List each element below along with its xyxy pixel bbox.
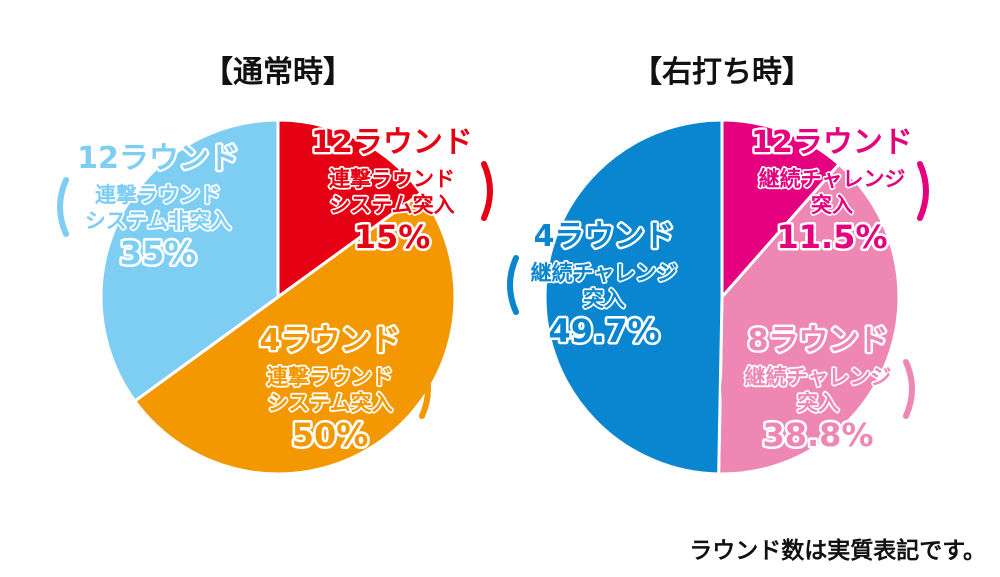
bracket-right bbox=[247, 177, 259, 237]
slice-value-label: 35% bbox=[120, 234, 197, 272]
pie-slice bbox=[99, 118, 280, 404]
slice-label-sub: 連撃ラウンド bbox=[95, 183, 221, 207]
bracket-left bbox=[291, 161, 303, 221]
bracket-left bbox=[735, 161, 747, 221]
chart-title: 【通常時】 bbox=[203, 55, 353, 90]
slice-label-sub: 突入 bbox=[797, 391, 839, 415]
bracket-left bbox=[507, 255, 519, 315]
pie-slice bbox=[132, 190, 457, 476]
slice-label-sub: システム突入 bbox=[329, 193, 454, 217]
slice-value-label: 38.8% bbox=[762, 416, 873, 454]
slice-value-label: 50% bbox=[292, 416, 369, 454]
slice-value-label: 49.7% bbox=[548, 312, 659, 350]
chart-title: 【右打ち時】 bbox=[632, 55, 812, 90]
slice-label-main: 12ラウンド bbox=[311, 125, 473, 160]
slice-label-sub: システム突入 bbox=[267, 391, 392, 415]
slice-label-sub: システム非突入 bbox=[85, 209, 231, 233]
bracket-left bbox=[57, 177, 69, 237]
footnote: ラウンド数は実質表記です。 bbox=[689, 538, 986, 564]
slice-label-main: 12ラウンド bbox=[751, 125, 913, 160]
slice-label-sub: 継続チャレンジ bbox=[531, 261, 678, 285]
pie-slice bbox=[720, 118, 842, 301]
slice-value-label: 15% bbox=[354, 218, 431, 256]
slice-label-sub: 連撃ラウンド bbox=[329, 167, 455, 191]
bracket-right bbox=[903, 359, 915, 419]
slice-label-sub: 連撃ラウンド bbox=[267, 365, 393, 389]
pie-chart-2: 【右打ち時】12ラウンド継続チャレンジ突入11.5%8ラウンド継続チャレンジ突入… bbox=[507, 55, 929, 476]
bracket-right bbox=[481, 161, 493, 221]
slice-label-main: 8ラウンド bbox=[748, 323, 889, 358]
bracket-right bbox=[917, 161, 929, 221]
bracket-left bbox=[721, 359, 733, 419]
bracket-left bbox=[229, 359, 241, 419]
slice-label-sub: 突入 bbox=[583, 287, 625, 311]
bracket-right bbox=[689, 255, 701, 315]
pie-slice bbox=[276, 118, 424, 300]
slice-label-main: 12ラウンド bbox=[77, 141, 239, 176]
slice-label-sub: 継続チャレンジ bbox=[759, 167, 906, 191]
bracket-right bbox=[419, 359, 431, 419]
pie-slice bbox=[717, 162, 901, 476]
slice-label-sub: 突入 bbox=[811, 193, 853, 217]
slice-label-main: 4ラウンド bbox=[534, 219, 675, 254]
slice-value-label: 11.5% bbox=[776, 218, 887, 256]
slice-label-main: 4ラウンド bbox=[260, 323, 401, 358]
slice-label-sub: 継続チャレンジ bbox=[745, 365, 892, 389]
pie-slice bbox=[543, 118, 724, 476]
pie-chart-1: 【通常時】12ラウンド連撃ラウンドシステム突入15%4ラウンド連撃ラウンドシステ… bbox=[57, 55, 493, 476]
